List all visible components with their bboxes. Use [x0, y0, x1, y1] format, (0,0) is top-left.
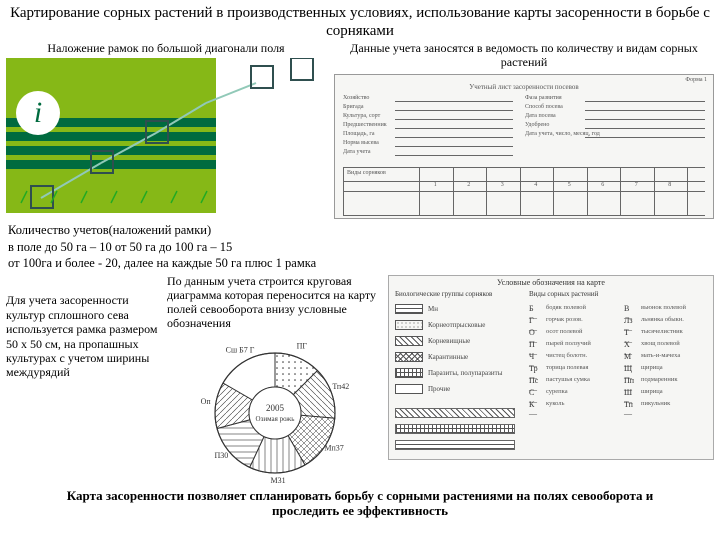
field-label: Наложение рамок по большой диагонали пол…	[6, 42, 326, 56]
svg-text:2005: 2005	[266, 403, 285, 413]
svg-text:Оп: Оп	[200, 397, 211, 406]
pie-chart: ПГ Тп42 Мп37 М31 П30 Оп Сш Б7 Г 2005 Озимая рожь	[190, 335, 360, 485]
pie-label: По данным учета строится круговая диагра…	[167, 275, 382, 330]
svg-text:М31: М31	[270, 476, 285, 485]
field-block: Наложение рамок по большой диагонали пол…	[6, 42, 326, 219]
svg-text:Тп42: Тп42	[332, 382, 349, 391]
counts-line2: от 100га и более - 20, далее на каждые 5…	[8, 256, 712, 272]
legend-panel: Условные обозначения на картеБиологическ…	[388, 275, 714, 460]
ledger-block: Данные учета заносятся в ведомость по ко…	[334, 42, 714, 219]
ledger-form: Форма 1Учетный лист засоренности посевов…	[334, 74, 714, 219]
svg-text:ПГ: ПГ	[296, 341, 307, 350]
svg-text:i: i	[34, 96, 42, 129]
legend-block: Условные обозначения на картеБиологическ…	[388, 275, 714, 484]
field-diagram: i	[6, 58, 326, 213]
ledger-label: Данные учета заносятся в ведомость по ко…	[334, 42, 714, 70]
counts-heading: Количество учетов(наложений рамки)	[8, 223, 712, 239]
page-title: Картирование сорных растений в производс…	[0, 0, 720, 42]
counts-block: Количество учетов(наложений рамки) в пол…	[0, 219, 720, 274]
upper-row: Наложение рамок по большой диагонали пол…	[0, 42, 720, 219]
bottom-note: Карта засоренности позволяет спланироват…	[0, 485, 720, 519]
pie-block: По данным учета строится круговая диагра…	[167, 275, 382, 484]
svg-text:Мп37: Мп37	[324, 443, 343, 452]
frame-text: Для учета засоренности культур сплошного…	[6, 275, 161, 484]
lower-row: Для учета засоренности культур сплошного…	[0, 273, 720, 484]
svg-text:Озимая рожь: Озимая рожь	[255, 415, 294, 423]
svg-text:Сш Б7 Г: Сш Б7 Г	[225, 345, 254, 354]
counts-line1: в поле до 50 га – 10 от 50 га до 100 га …	[8, 240, 712, 256]
svg-text:П30: П30	[214, 451, 228, 460]
